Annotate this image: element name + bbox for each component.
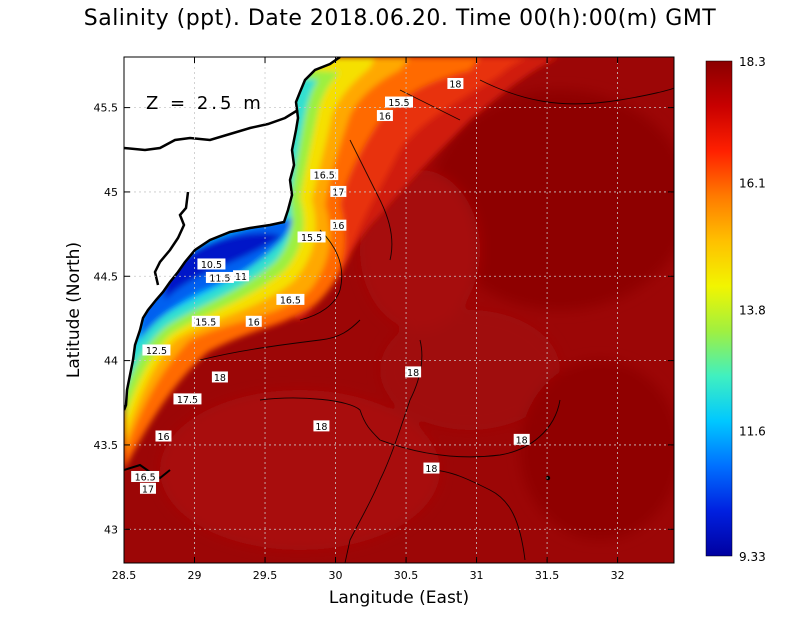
x-tick-label: 30.5	[394, 569, 419, 582]
contour-label-bg	[191, 315, 220, 327]
contour-label-bg	[385, 96, 413, 108]
contour-label: 18	[214, 373, 226, 384]
contour-label-bg	[139, 482, 156, 494]
contour-label-bg	[233, 270, 250, 282]
contour-label: 15.5	[388, 98, 409, 109]
grid-lines	[123, 57, 674, 563]
contour-label: 16.5	[280, 295, 301, 306]
contour-label: 12.5	[146, 346, 167, 357]
contour-label: 16	[332, 221, 344, 232]
contour-label: 17	[332, 187, 344, 198]
x-tick-label: 31	[470, 569, 484, 582]
y-tick-label: 44	[104, 355, 118, 368]
contour-label-bg	[513, 433, 530, 445]
contour-label: 16	[379, 112, 391, 123]
contour-label-bg	[330, 185, 347, 197]
lagoon-outline	[153, 191, 190, 286]
contour-label-bg	[211, 371, 228, 383]
axes: 28.5 29 29.5 30 30.5 31 31.5 32 43 43.5 44 44.5 45 45…	[94, 57, 674, 582]
contour-label-bg	[330, 219, 347, 231]
x-tick-label: 32	[611, 569, 625, 582]
contour-label: 11.5	[209, 273, 230, 284]
colorbar-tick-label: 13.8	[739, 303, 766, 317]
x-tick-label: 29.5	[253, 569, 278, 582]
contour-label: 16.5	[135, 472, 156, 483]
x-tick-label: 29	[188, 569, 202, 582]
contour-label: 15.5	[301, 233, 322, 244]
contour-label-bg	[310, 169, 339, 181]
colorbar-labels: 18.3 16.1 13.8 11.6 9.33	[739, 55, 766, 564]
colorbar-tick-label: 9.33	[739, 550, 766, 564]
x-tick-label: 28.5	[112, 569, 137, 582]
y-tick-label: 45.5	[94, 102, 119, 115]
station-marker	[545, 475, 551, 481]
contour-label-bg	[205, 271, 234, 283]
contour-label: 18	[425, 464, 437, 475]
salinity-texture	[160, 90, 674, 550]
contour-label-bg	[245, 315, 262, 327]
y-axis-label: Latitude (North)	[64, 241, 84, 379]
contour-label-bg	[405, 366, 422, 378]
contour-label: 18	[516, 435, 528, 446]
contour-label-bg	[313, 420, 330, 432]
colorbar-tick-label: 11.6	[739, 425, 766, 439]
colorbar-tick-label: 16.1	[739, 176, 766, 190]
contour-label-bg	[155, 430, 172, 442]
colorbar	[705, 60, 733, 557]
map-title: Salinity (ppt). Date 2018.06.20. Time 00…	[83, 6, 717, 31]
contour-label-bg	[447, 77, 464, 89]
colorbar-tick-label: 18.3	[739, 55, 766, 69]
coastline	[124, 57, 341, 411]
contour-label: 10.5	[201, 260, 222, 271]
border-line	[124, 108, 299, 152]
y-tick-label: 43	[104, 523, 118, 536]
contour-label-bg	[131, 470, 160, 482]
contour-label: 18	[315, 422, 327, 433]
land-mass-west	[124, 57, 340, 410]
contour-label: 11	[235, 272, 247, 283]
contour-label: 16	[248, 317, 260, 328]
contour-label-bg	[142, 344, 171, 356]
contour-label-bg	[423, 462, 440, 474]
x-tick-label: 31.5	[535, 569, 560, 582]
contour-label: 16.5	[314, 171, 335, 182]
y-tick-label: 45	[104, 186, 118, 199]
contour-label: 17.5	[177, 395, 198, 406]
plot-frame	[123, 56, 675, 564]
contour-label: 18	[449, 79, 461, 90]
contour-label: 16	[157, 432, 169, 443]
contour-label-bg	[173, 393, 202, 405]
depth-annotation: Z = 2.5 m	[146, 93, 264, 114]
y-tick-label: 43.5	[94, 439, 119, 452]
x-axis-label: Langitude (East)	[328, 588, 470, 608]
x-tick-label: 30	[329, 569, 343, 582]
contour-label: 17	[142, 484, 154, 495]
contour-label-bg	[297, 231, 326, 243]
contour-label: 15.5	[195, 317, 216, 328]
contour-label: 18	[407, 368, 419, 379]
y-tick-label: 44.5	[94, 270, 119, 283]
contour-label-bg	[376, 110, 393, 122]
contour-label-bg	[276, 293, 305, 305]
contour-label-bg	[197, 258, 226, 270]
